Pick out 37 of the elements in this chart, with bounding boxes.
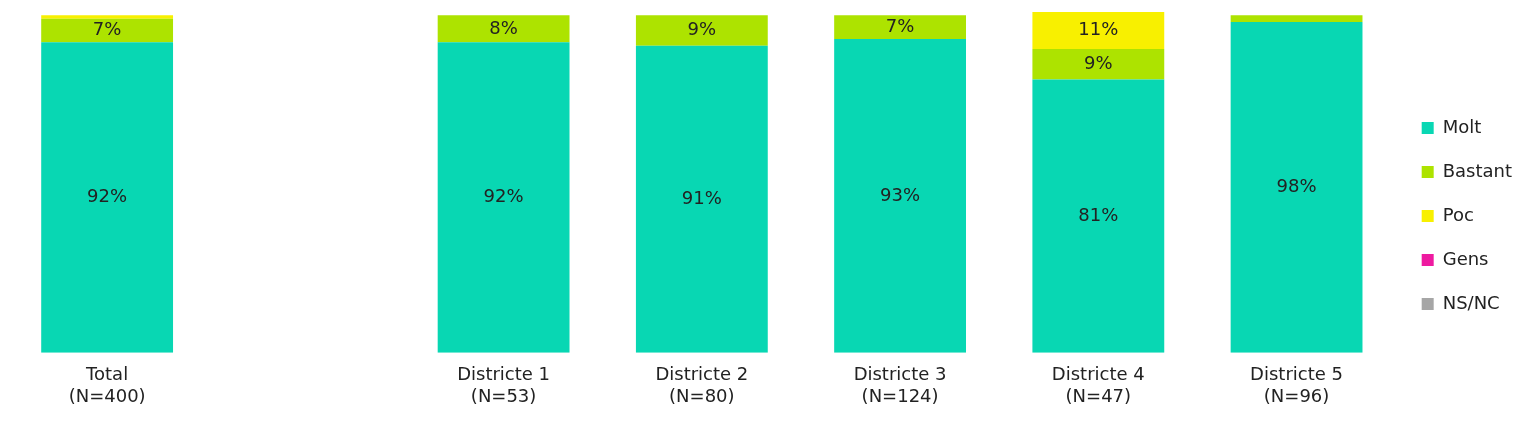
x-tick-label: Districte 5 (N=96) bbox=[1250, 363, 1344, 406]
data-label: 8% bbox=[489, 16, 518, 38]
data-label: 9% bbox=[1084, 51, 1113, 73]
bar bbox=[1230, 15, 1363, 23]
legend-label: NS/NC bbox=[1442, 291, 1500, 313]
data-label: 92% bbox=[483, 185, 524, 207]
legend-label: Molt bbox=[1442, 115, 1482, 137]
data-label: 93% bbox=[880, 183, 921, 205]
bar bbox=[1032, 49, 1165, 80]
bar bbox=[635, 45, 768, 353]
bar bbox=[437, 15, 570, 43]
bar bbox=[635, 15, 768, 46]
data-label: 92% bbox=[87, 185, 128, 207]
legend-label: Gens bbox=[1442, 247, 1489, 269]
bar bbox=[41, 42, 174, 353]
x-tick-label: Districte 3 (N=124) bbox=[853, 363, 947, 406]
data-label: 9% bbox=[687, 18, 717, 40]
bar bbox=[41, 15, 174, 19]
bar bbox=[834, 15, 966, 39]
x-tick-label: Districte 1 (N=53) bbox=[457, 363, 551, 406]
bar bbox=[437, 42, 570, 353]
data-label: 11% bbox=[1078, 18, 1119, 40]
data-label: 7% bbox=[885, 14, 915, 36]
legend-label: Poc bbox=[1442, 203, 1474, 225]
bar bbox=[834, 38, 966, 353]
data-label: 91% bbox=[681, 186, 722, 208]
x-tick-label: Districte 4 (N=47) bbox=[1051, 363, 1145, 406]
data-label: 81% bbox=[1078, 203, 1119, 225]
bar bbox=[1230, 22, 1363, 353]
bar bbox=[1032, 12, 1165, 50]
x-tick-label: Total (N=400) bbox=[68, 363, 146, 406]
data-label: 98% bbox=[1276, 175, 1317, 197]
data-label: 7% bbox=[92, 18, 122, 40]
x-tick-label: Districte 2 (N=80) bbox=[655, 363, 749, 406]
bar bbox=[1032, 79, 1165, 353]
legend-label: Bastant bbox=[1442, 159, 1512, 181]
bar bbox=[41, 18, 174, 43]
